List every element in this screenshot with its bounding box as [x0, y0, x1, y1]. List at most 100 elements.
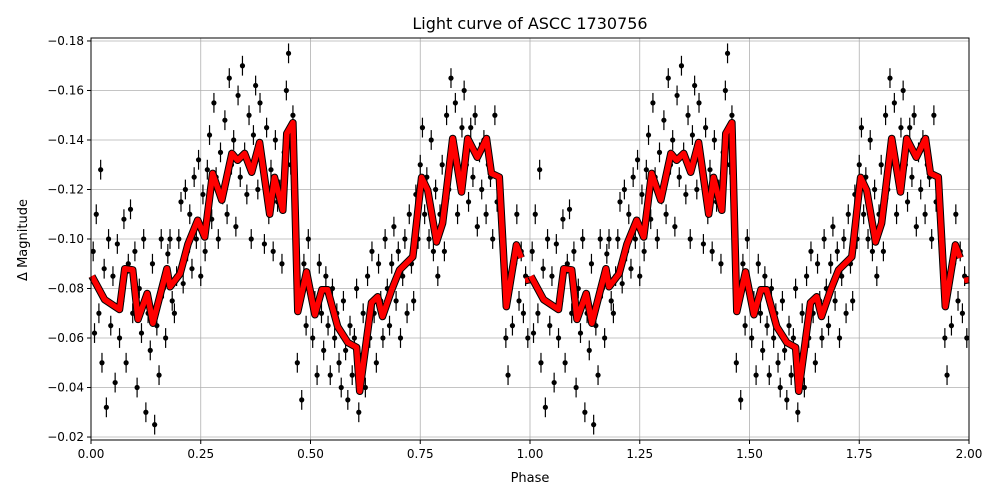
data-point	[786, 323, 792, 329]
data-point	[700, 241, 707, 247]
data-point	[290, 112, 296, 118]
data-point	[764, 323, 770, 329]
grid	[90, 38, 970, 440]
data-point	[156, 372, 162, 378]
data-point	[105, 236, 112, 242]
data-point	[345, 397, 351, 403]
data-point	[872, 186, 878, 193]
data-point	[766, 372, 772, 378]
data-point	[812, 360, 818, 366]
data-point	[661, 117, 667, 123]
data-point	[138, 330, 145, 336]
data-point	[235, 92, 241, 99]
data-point	[683, 191, 689, 198]
y-tick-label: −0.10	[47, 232, 84, 246]
data-point	[327, 372, 333, 378]
data-point	[134, 384, 140, 391]
data-point	[268, 167, 274, 173]
data-point	[595, 372, 601, 378]
data-point	[110, 273, 116, 279]
data-point	[672, 224, 678, 230]
data-point	[887, 75, 893, 81]
data-point	[158, 236, 164, 242]
data-point	[389, 261, 395, 267]
data-point	[544, 236, 551, 242]
data-point	[386, 323, 393, 329]
data-point	[742, 323, 748, 329]
data-point	[535, 310, 541, 316]
data-point	[738, 397, 744, 403]
data-point	[724, 50, 731, 56]
data-point	[606, 236, 612, 242]
data-point	[676, 174, 682, 180]
data-point	[790, 335, 797, 341]
data-point	[643, 167, 649, 173]
data-point	[703, 125, 709, 131]
data-point	[566, 206, 573, 212]
data-point	[782, 347, 788, 353]
data-point	[532, 211, 538, 217]
data-point	[825, 323, 832, 329]
y-tick-label: −0.06	[47, 331, 84, 345]
data-point	[191, 174, 197, 180]
data-point	[189, 266, 195, 272]
data-point	[419, 125, 426, 131]
data-point	[771, 335, 777, 341]
data-point	[147, 347, 153, 353]
data-point	[779, 298, 786, 304]
data-point	[349, 372, 355, 378]
data-point	[878, 162, 884, 168]
data-point	[861, 211, 867, 217]
data-point	[819, 335, 825, 341]
data-point	[685, 112, 691, 118]
data-point	[604, 251, 610, 257]
data-point	[626, 211, 632, 217]
data-point	[795, 409, 801, 415]
chart-title: Light curve of ASCC 1730756	[412, 14, 647, 33]
x-tick-label: 1.75	[846, 447, 873, 461]
data-point	[744, 236, 750, 242]
data-point	[233, 224, 239, 230]
data-point	[911, 112, 917, 118]
data-point	[516, 298, 522, 304]
data-point	[347, 323, 353, 329]
x-tick-label: 1.50	[736, 447, 763, 461]
data-point	[799, 310, 805, 316]
data-point	[479, 186, 485, 193]
data-point	[316, 261, 322, 267]
data-point	[411, 298, 417, 304]
data-point	[542, 404, 548, 410]
x-tick-label: 2.00	[956, 447, 983, 461]
data-point	[206, 132, 213, 138]
data-point	[775, 360, 781, 366]
model-curve-line	[528, 119, 963, 394]
data-point	[944, 372, 950, 378]
data-point	[749, 335, 755, 341]
data-point	[828, 261, 834, 267]
data-point	[505, 372, 511, 378]
data-point	[634, 157, 641, 163]
data-point	[143, 409, 149, 415]
data-point	[830, 224, 836, 230]
data-point	[615, 236, 621, 242]
data-point	[395, 248, 401, 254]
data-point	[549, 273, 555, 279]
data-point	[755, 261, 761, 267]
data-point	[588, 261, 595, 267]
y-tick-label: −0.02	[47, 430, 84, 444]
data-point	[417, 162, 423, 168]
data-point	[343, 347, 349, 353]
data-point	[101, 266, 107, 272]
data-point	[261, 241, 268, 247]
data-point	[123, 360, 129, 366]
data-point	[591, 422, 597, 428]
data-point	[953, 211, 959, 217]
data-point	[573, 384, 579, 391]
data-point	[426, 236, 432, 242]
x-tick-label: 1.25	[626, 447, 653, 461]
data-point	[195, 157, 202, 163]
data-point	[525, 335, 531, 341]
data-point	[180, 280, 186, 287]
data-point	[547, 323, 553, 329]
data-point	[788, 372, 794, 378]
